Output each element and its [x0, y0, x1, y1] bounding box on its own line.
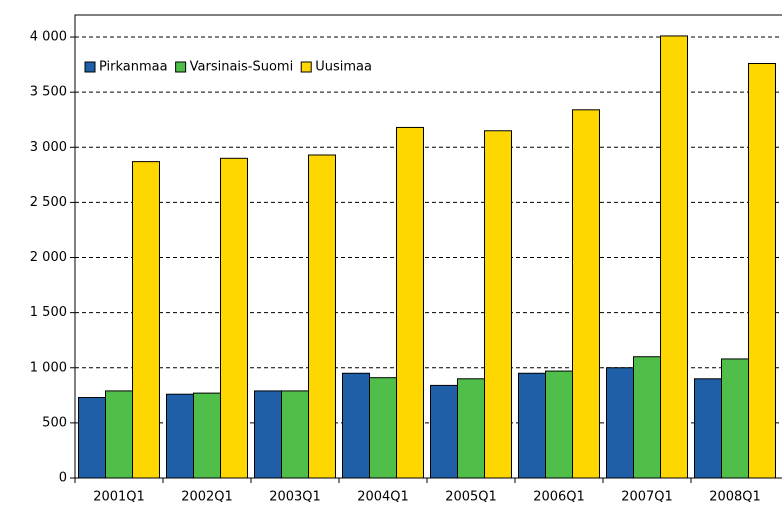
legend-swatch [84, 61, 96, 73]
y-tick-label: 2 000 [30, 250, 67, 265]
bar [369, 377, 397, 479]
x-tick-label: 2007Q1 [621, 490, 673, 505]
bar [308, 154, 336, 479]
bar [166, 393, 194, 479]
x-tick-label: 2002Q1 [181, 490, 233, 505]
y-tick-label: 500 [42, 415, 67, 430]
x-tick-label: 2004Q1 [357, 490, 409, 505]
bar [484, 130, 512, 479]
x-tick-label: 2005Q1 [445, 490, 497, 505]
x-tick-label: 2008Q1 [709, 490, 761, 505]
legend-swatch [175, 61, 187, 73]
bar [430, 384, 458, 479]
bar [633, 356, 661, 479]
legend-label: Pirkanmaa [99, 60, 168, 75]
bar [660, 35, 688, 479]
bar [193, 392, 221, 479]
bar [748, 63, 776, 479]
legend-label: Uusimaa [315, 60, 372, 75]
bar [721, 358, 749, 479]
y-tick-label: 2 500 [30, 195, 67, 210]
bar [342, 372, 370, 479]
legend-swatch [300, 61, 312, 73]
bar [518, 372, 546, 479]
y-tick-label: 0 [59, 471, 67, 486]
y-tick-label: 4 000 [30, 30, 67, 45]
bar [606, 367, 634, 479]
y-tick-label: 1 500 [30, 305, 67, 320]
bar [396, 126, 424, 479]
y-tick-label: 1 000 [30, 360, 67, 375]
y-tick-label: 3 500 [30, 85, 67, 100]
x-tick-label: 2001Q1 [93, 490, 145, 505]
x-tick-label: 2006Q1 [533, 490, 585, 505]
bar [694, 378, 722, 479]
bar [572, 109, 600, 479]
bar [254, 390, 282, 479]
bar [545, 370, 573, 479]
bar [457, 378, 485, 479]
bar [78, 397, 106, 479]
x-tick-label: 2003Q1 [269, 490, 321, 505]
plot-frame [74, 14, 782, 479]
bar [132, 161, 160, 479]
legend-label: Varsinais-Suomi [190, 60, 294, 75]
y-tick-label: 3 000 [30, 140, 67, 155]
bar [105, 390, 133, 479]
bar [281, 390, 309, 479]
bar [220, 157, 248, 479]
